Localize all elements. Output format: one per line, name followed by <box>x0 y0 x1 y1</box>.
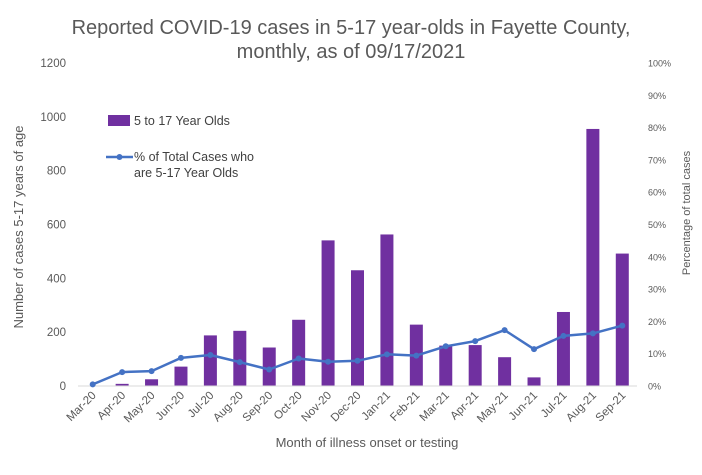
y2-tick-label: 20% <box>648 317 666 327</box>
line-point <box>413 352 420 359</box>
x-tick-label: Aug-20 <box>211 390 246 425</box>
y2-tick-label: 60% <box>648 188 666 198</box>
x-axis-ticks: Mar-20Apr-20May-20Jun-20Jul-20Aug-20Sep-… <box>65 390 629 426</box>
bar <box>468 345 482 386</box>
bar <box>145 379 159 386</box>
bar <box>439 345 453 386</box>
y-tick-label: 0 <box>60 381 66 393</box>
x-tick-label: Mar-20 <box>65 390 99 424</box>
line-point <box>383 351 390 358</box>
y-axis-label: Number of cases 5-17 years of age <box>11 125 26 328</box>
line-point <box>560 332 567 339</box>
y2-tick-label: 10% <box>648 349 666 359</box>
x-tick-label: May-20 <box>122 390 158 426</box>
y2-tick-label: 80% <box>648 123 666 133</box>
x-tick-label: Mar-21 <box>418 390 452 424</box>
y2-tick-label: 40% <box>648 252 666 262</box>
bar-series <box>115 128 629 386</box>
y2-tick-label: 90% <box>648 91 666 101</box>
legend-bar-swatch <box>108 115 130 126</box>
line-point <box>354 357 361 364</box>
x-tick-label: Dec-20 <box>329 390 364 425</box>
legend-line-marker <box>116 154 123 160</box>
legend-line-label-1: % of Total Cases who <box>134 150 254 164</box>
right-axis-ticks: 0% 10% 20% 30% 40% 50% 60% 70% 80% 90% 100% <box>648 59 671 392</box>
bar <box>203 335 217 386</box>
line-point <box>236 359 243 366</box>
line-point <box>295 355 302 362</box>
y2-tick-label: 100% <box>648 59 671 69</box>
line-point <box>472 338 479 345</box>
bar <box>321 240 335 386</box>
y2-tick-label: 50% <box>648 220 666 230</box>
line-point <box>619 322 626 329</box>
bar <box>527 377 541 386</box>
y2-tick-label: 0% <box>648 382 661 392</box>
legend-line-label-2: are 5-17 Year Olds <box>134 166 238 180</box>
line-point <box>177 354 184 361</box>
line-point <box>442 343 449 350</box>
bar <box>115 383 129 386</box>
line-point <box>589 330 596 337</box>
bar <box>174 366 188 386</box>
bar <box>615 253 629 386</box>
y-tick-label: 400 <box>47 273 66 285</box>
bar <box>586 128 600 386</box>
x-axis-label: Month of illness onset or testing <box>276 435 459 450</box>
chart-title-line2: monthly, as of 09/17/2021 <box>237 41 466 63</box>
x-tick-label: Nov-20 <box>299 390 334 425</box>
chart-title-line1: Reported COVID-19 cases in 5-17 year-old… <box>72 17 631 39</box>
line-series <box>89 322 626 388</box>
line-point <box>325 358 332 365</box>
bar <box>556 311 570 386</box>
bar <box>233 330 247 386</box>
y-tick-label: 200 <box>47 327 66 339</box>
x-tick-label: Jan-21 <box>360 390 393 423</box>
y2-axis-label: Percentage of total cases <box>681 150 693 275</box>
line-point <box>89 381 96 388</box>
x-tick-label: Jun-20 <box>154 390 187 423</box>
line-point <box>207 351 214 358</box>
x-tick-label: Aug-21 <box>564 390 599 425</box>
y2-tick-label: 70% <box>648 155 666 165</box>
bar <box>292 319 306 386</box>
y-tick-label: 600 <box>47 220 66 232</box>
bar <box>351 270 364 386</box>
y-tick-label: 1200 <box>40 58 66 70</box>
x-tick-label: Sep-21 <box>594 390 629 425</box>
x-tick-label: Sep-20 <box>241 390 276 425</box>
line-point <box>501 327 508 334</box>
x-tick-label: May-21 <box>475 390 511 426</box>
bar <box>498 357 512 386</box>
left-axis-ticks: 0 200 400 600 800 1000 1200 <box>40 58 66 393</box>
line-point <box>119 369 126 376</box>
line-point <box>148 368 155 375</box>
legend: 5 to 17 Year Olds % of Total Cases who a… <box>106 114 254 180</box>
y2-tick-label: 30% <box>648 285 666 295</box>
y-tick-label: 800 <box>47 166 66 178</box>
x-tick-label: Jun-21 <box>507 390 540 423</box>
x-tick-label: Feb-21 <box>388 390 422 424</box>
bar <box>380 234 394 386</box>
line-point <box>266 366 273 373</box>
y-tick-label: 1000 <box>40 112 66 124</box>
line-point <box>531 346 538 353</box>
legend-bar-label: 5 to 17 Year Olds <box>134 114 230 128</box>
